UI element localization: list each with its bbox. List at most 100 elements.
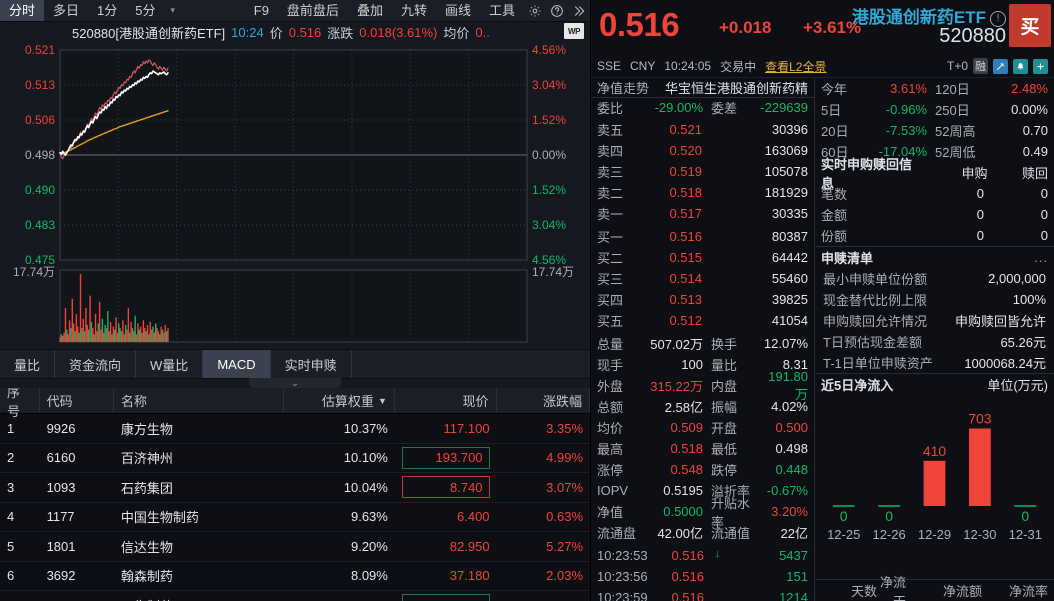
bid-level-row[interactable]: 买四 0.513 39825 xyxy=(591,289,814,310)
table-row[interactable]: 1 9926 康方生物 10.37% 117.100 3.35% xyxy=(0,414,590,444)
panel-collapse-bar[interactable]: ⌄ xyxy=(0,378,590,388)
toolbar-ninereversal-button[interactable]: 九转 xyxy=(400,3,427,18)
pcf-row-label: 最小申赎单位份额 xyxy=(823,272,928,287)
info-icon[interactable]: ! xyxy=(990,11,1006,27)
toolbar-tools-button[interactable]: 工具 xyxy=(488,3,515,18)
toolbar-tab-intraday[interactable]: 分时 xyxy=(0,0,45,21)
price-value: 6.400 xyxy=(457,509,490,525)
ask-level-row[interactable]: 卖二 0.518 181929 xyxy=(591,182,814,203)
net-inflow-chart: 0 12-25 0 12-26 410 12-29 703 12-30 0 12-31 xyxy=(815,394,1054,579)
cell-change: 3.35% xyxy=(546,420,584,436)
buy-button[interactable]: 买 xyxy=(1009,4,1051,47)
bid-level-row[interactable]: 买五 0.512 41054 xyxy=(591,310,814,331)
stat-value-1: 100 xyxy=(681,357,703,372)
return-label-1: 5日 xyxy=(821,103,842,118)
toolbar-prepost-button[interactable]: 盘前盘后 xyxy=(286,3,339,18)
stat-value-2: 191.80万 xyxy=(768,368,808,402)
pcf-list-header: 申赎清单 ... xyxy=(815,246,1054,268)
tick-row: 10:23:53 0.516 ↓ 5437 xyxy=(591,545,814,566)
ask-level-row[interactable]: 卖四 0.520 163069 xyxy=(591,140,814,161)
table-row[interactable]: 2 6160 百济神州 10.10% 193.700 4.99% xyxy=(0,444,590,473)
toolbar-tab-5min[interactable]: 5分 xyxy=(135,3,156,18)
cell-index: 7 xyxy=(0,591,40,601)
table-row[interactable]: 5 1801 信达生物 9.20% 82.950 5.27% xyxy=(0,532,590,562)
tab-capital-flow[interactable]: 资金流向 xyxy=(55,350,137,378)
toolbar-tab-1min[interactable]: 1分 xyxy=(97,3,118,18)
redemption-row: 份额 0 0 xyxy=(815,225,1054,246)
table-row[interactable]: 6 3692 翰森制药 8.09% 37.180 2.03% xyxy=(0,562,590,591)
pcf-row-label: T-1日单位申赎资产 xyxy=(823,356,933,371)
table-row[interactable]: 71530三生制药7.02% 25.500 3.74% xyxy=(0,591,590,601)
cell-index: 1 xyxy=(7,420,15,436)
net-value-trend-row[interactable]: 净值走势 华宝恒生港股通创新药精 xyxy=(591,78,814,98)
svg-text:4.56%: 4.56% xyxy=(532,43,566,57)
chevron-double-right-icon[interactable] xyxy=(568,0,590,21)
stat-label-1: 总额 xyxy=(597,400,624,415)
table-header-row: 序号 代码 名称 估算权重 ▼ 现价 涨跌幅 xyxy=(0,388,590,419)
bid-level-row[interactable]: 买二 0.515 64442 xyxy=(591,247,814,268)
return-row: 5日 -0.96% 250日 0.00% xyxy=(815,99,1054,120)
more-options-icon[interactable]: ... xyxy=(1034,250,1048,265)
left-pane: 分时 多日 1分 5分 ▾ F9 盘前盘后 叠加 九转 画线 工具 xyxy=(0,0,591,601)
table-row[interactable]: 4 1177 中国生物制药 9.63% 6.400 0.63% xyxy=(0,503,590,532)
table-row[interactable]: 3 1093 石药集团 10.04% 8.740 3.07% xyxy=(0,473,590,503)
col-header-price[interactable]: 现价 xyxy=(395,388,497,413)
chevron-double-down-icon[interactable]: ⌄ xyxy=(249,378,341,388)
return-row: 60日 -17.04% 52周低 0.49 xyxy=(815,141,1054,162)
col-header-code[interactable]: 代码 xyxy=(40,388,114,413)
pcf-row-label: 现金替代比例上限 xyxy=(823,293,928,308)
orderbook-column: 净值走势 华宝恒生港股通创新药精 委比 -29.00% 委差 -229639 卖… xyxy=(591,78,815,601)
pcf-list-rows: 最小申赎单位份额 2,000,000 现金替代比例上限 100% 申购赎回允许情况 申购赎… xyxy=(815,268,1054,373)
quote-avg: 0.. xyxy=(475,24,490,40)
toolbar-f9-button[interactable]: F9 xyxy=(253,3,269,18)
help-icon[interactable] xyxy=(546,0,568,21)
col-header-name[interactable]: 名称 xyxy=(114,388,285,413)
gear-icon[interactable] xyxy=(524,0,546,21)
l2-panorama-link[interactable]: 查看L2全景 xyxy=(765,59,827,74)
toolbar-tab-multiday[interactable]: 多日 xyxy=(53,3,80,18)
edit-icon[interactable] xyxy=(993,58,1008,74)
plus-icon[interactable] xyxy=(1033,58,1048,74)
order-ratio-row: 委比 -29.00% 委差 -229639 xyxy=(591,98,814,117)
stat-row: IOPV 0.5195 溢折率 -0.67% xyxy=(591,480,814,501)
stat-label-2: 溢折率 xyxy=(711,484,751,499)
toolbar-overlay-button[interactable]: 叠加 xyxy=(356,3,383,18)
stat-value-2: 12.07% xyxy=(763,336,808,351)
bid-level-row[interactable]: 买三 0.514 55460 xyxy=(591,268,814,289)
tab-realtime-redemption[interactable]: 实时申赎 xyxy=(271,350,352,378)
return-label-2: 120日 xyxy=(935,82,970,97)
svg-text:0: 0 xyxy=(1021,508,1029,524)
cell-index: 4 xyxy=(7,509,15,525)
return-row: 今年 3.61% 120日 2.48% xyxy=(815,78,1054,99)
toolbar-drawline-button[interactable]: 画线 xyxy=(444,3,471,18)
stat-row: 均价 0.509 开盘 0.500 xyxy=(591,417,814,438)
col-header-weight[interactable]: 估算权重 ▼ xyxy=(284,388,395,413)
cell-weight: 9.20% xyxy=(350,538,388,554)
tick-time: 10:23:59 xyxy=(597,590,648,601)
bell-icon[interactable] xyxy=(1013,58,1028,74)
col-header-index[interactable]: 序号 xyxy=(0,388,40,419)
quote-time: 10:24 xyxy=(231,24,264,40)
tab-w-volume-ratio[interactable]: W量比 xyxy=(136,350,204,378)
order-ratio-value: -29.00% xyxy=(654,100,703,115)
ask-level-row[interactable]: 卖五 0.521 30396 xyxy=(591,119,814,140)
level-label: 买五 xyxy=(597,314,624,329)
ask-level-row[interactable]: 卖三 0.519 105078 xyxy=(591,161,814,182)
tab-macd[interactable]: MACD xyxy=(203,350,271,378)
intraday-chart[interactable]: 0.521 4.56% 0.513 3.04% 0.506 1.52% 0.498 0.00%… xyxy=(0,42,590,349)
right-pane: 0.516 +0.018 +3.61% 港股通创新药ETF! 520880 买 … xyxy=(591,0,1054,601)
cell-name: 百济神州 xyxy=(120,451,173,467)
bid-level-row[interactable]: 买一 0.516 80387 xyxy=(591,226,814,247)
chevron-down-icon[interactable]: ▾ xyxy=(170,5,176,15)
stat-value-1: 0.5195 xyxy=(663,483,703,498)
cell-index: 2 xyxy=(7,450,15,466)
stat-label-2: 振幅 xyxy=(711,400,738,415)
tab-volume-ratio[interactable]: 量比 xyxy=(0,350,56,378)
cell-price: 117.100 xyxy=(395,414,497,443)
ask-level-row[interactable]: 卖一 0.517 30335 xyxy=(591,203,814,224)
col-header-change[interactable]: 涨跌幅 xyxy=(497,388,590,413)
svg-text:17.74万: 17.74万 xyxy=(13,265,55,279)
redemption-info-header: 实时申购赎回信息 申购 赎回 xyxy=(815,157,1054,191)
pcf-row: T日预估现金差额 65.26元 xyxy=(815,331,1054,352)
